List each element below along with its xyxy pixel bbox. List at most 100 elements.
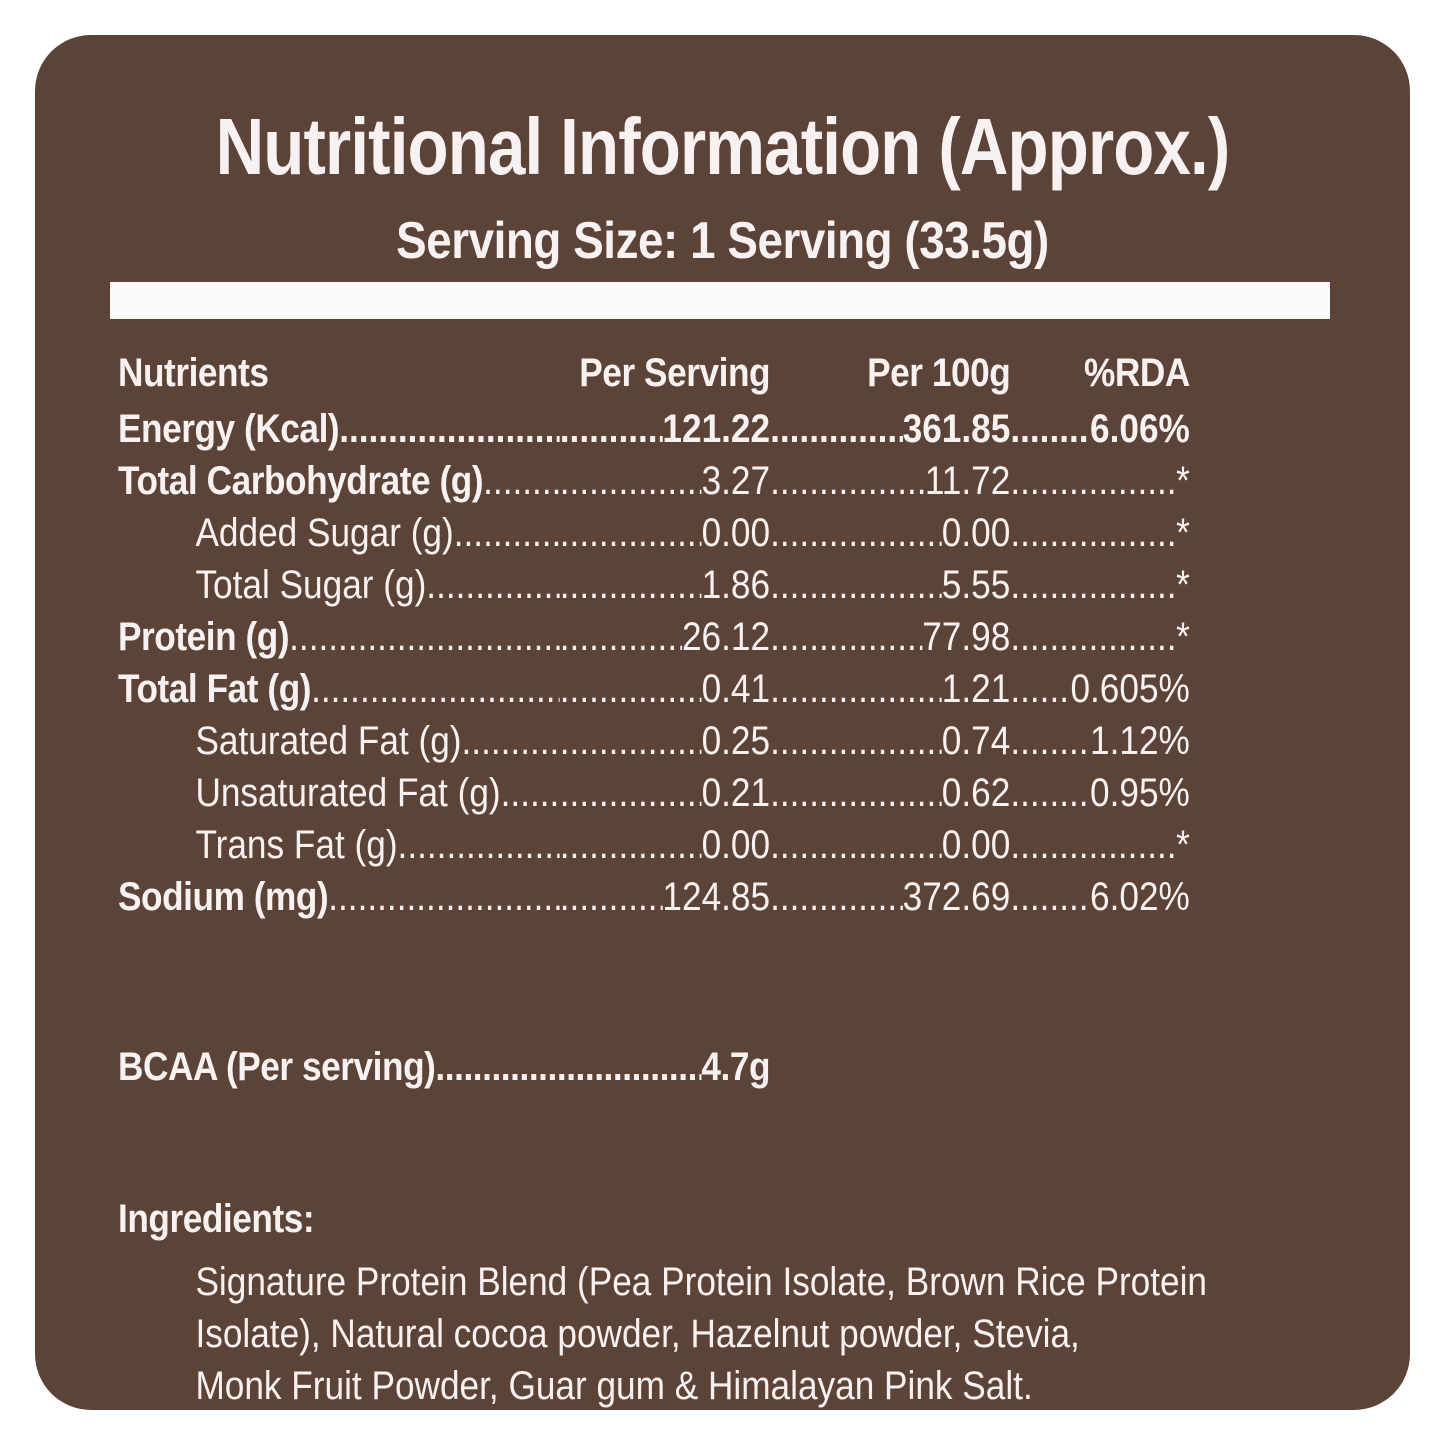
per-100g-value: 11.72 [924,459,1011,503]
nutrient-label: Unsaturated Fat (g) [195,771,501,815]
nutrient-cell: Total Sugar (g).........................… [118,559,559,611]
dot-leader: ........................................… [1010,875,1090,919]
rda-cell: ........................................… [1010,819,1190,871]
dot-leader: ........................................… [770,615,922,659]
bcaa-row: BCAA (Per serving)......................… [118,1041,770,1093]
per-serving-cell: ........................................… [560,403,770,455]
nutrient-label: Trans Fat (g) [195,823,398,867]
table-row: Energy (Kcal)...........................… [118,403,1190,455]
nutrition-label-card: Nutritional Information (Approx.) Servin… [35,35,1410,1410]
table-row: Unsaturated Fat (g).....................… [118,767,1190,819]
dot-leader: ........................................… [770,563,942,607]
dot-leader: ........................................… [311,667,560,711]
dot-leader: ........................................… [559,771,702,815]
rda-cell: ........................................… [1010,455,1190,507]
per-serving-cell: ........................................… [560,767,770,819]
per-100g-cell: ........................................… [770,715,1010,767]
per-100g-cell: ........................................… [770,819,1010,871]
column-header-per-serving: Per Serving [579,351,771,395]
rda-cell: ........................................… [1010,663,1190,715]
per-serving-cell: ........................................… [560,871,770,923]
per-serving-value: 124.85 [662,875,771,919]
per-100g-cell: ........................................… [770,507,1010,559]
per-100g-cell: ........................................… [770,611,1010,663]
dot-leader: ........................................… [1010,667,1070,711]
rda-value: 0.95% [1090,771,1190,815]
per-serving-cell: ........................................… [560,819,770,871]
per-100g-cell: ........................................… [770,455,1010,507]
per-100g-value: 0.00 [941,511,1011,555]
table-row: Sodium (mg).............................… [118,871,1190,923]
dot-leader: ........................................… [435,1045,701,1089]
dot-leader: ........................................… [770,719,942,763]
serving-size-subtitle: Serving Size: 1 Serving (33.5g) [396,212,1049,270]
rda-value: 6.06% [1090,407,1190,451]
nutrient-cell: Total Fat (g)...........................… [118,663,560,715]
dot-leader: ........................................… [559,511,702,555]
dot-leader: ........................................… [1010,771,1090,815]
per-serving-value: 0.21 [701,771,771,815]
dot-leader: ........................................… [339,407,560,451]
dot-leader: ........................................… [1010,407,1090,451]
ingredients-line: Signature Protein Blend (Pea Protein Iso… [195,1260,1208,1304]
table-row: Total Sugar (g).........................… [118,559,1190,611]
per-100g-value: 361.85 [902,407,1011,451]
dot-leader: ........................................… [1010,719,1090,763]
per-serving-cell: ........................................… [560,663,770,715]
per-serving-cell: ........................................… [560,611,770,663]
dot-leader: ........................................… [426,563,559,607]
dot-leader: ........................................… [559,823,702,867]
rda-value: 0.605% [1070,667,1190,711]
table-row: Trans Fat (g)...........................… [118,819,1190,871]
per-serving-value: 0.00 [701,511,771,555]
nutrient-cell: Protein (g).............................… [118,611,560,663]
rda-value: 6.02% [1090,875,1190,919]
per-100g-value: 1.21 [941,667,1011,711]
table-row: Saturated Fat (g).......................… [118,715,1190,767]
per-serving-value: 121.22 [662,407,771,451]
rda-cell: ........................................… [1010,715,1190,767]
rda-value: * [1176,511,1190,555]
per-serving-cell: ........................................… [560,455,770,507]
rda-value: 1.12% [1090,719,1190,763]
dot-leader: ........................................… [397,823,560,867]
dot-leader: ........................................… [289,615,560,659]
dot-leader: ........................................… [559,719,702,763]
dot-leader: ........................................… [559,407,663,451]
per-serving-value: 1.86 [701,563,771,607]
column-header-per-100g: Per 100g [867,351,1011,395]
rda-value: * [1176,615,1190,659]
dot-leader: ........................................… [770,407,903,451]
dot-leader: ........................................… [770,511,942,555]
per-100g-value: 0.62 [941,771,1011,815]
nutrient-cell: Energy (Kcal)...........................… [118,403,560,455]
nutrient-cell: Added Sugar (g).........................… [118,507,560,559]
dot-leader: ........................................… [559,563,702,607]
rda-value: * [1176,563,1190,607]
column-header-nutrients: Nutrients [118,351,269,395]
dot-leader: ........................................… [770,771,942,815]
per-100g-cell: ........................................… [770,663,1010,715]
dot-leader: ........................................… [328,875,560,919]
nutrition-table: Nutrients Per Serving Per 100g %RDA Ener… [118,347,1190,923]
rda-value: * [1176,823,1190,867]
nutrient-cell: Unsaturated Fat (g).....................… [118,767,559,819]
nutrient-cell: Sodium (mg).............................… [118,871,560,923]
per-serving-cell: ........................................… [560,559,770,611]
bcaa-label: BCAA (Per serving) [118,1045,436,1089]
rda-cell: ........................................… [1010,871,1190,923]
nutrient-label: Total Sugar (g) [195,563,427,607]
table-row: Added Sugar (g).........................… [118,507,1190,559]
ingredients-line: Monk Fruit Powder, Guar gum & Himalayan … [195,1364,1033,1408]
per-serving-cell: ........................................… [560,507,770,559]
per-100g-cell: ........................................… [770,767,1010,819]
dot-leader: ........................................… [483,459,560,503]
dot-leader: ........................................… [453,511,560,555]
nutrient-label: Energy (Kcal) [118,407,340,451]
bcaa-value: 4.7g [701,1045,771,1089]
dot-leader: ........................................… [559,459,702,503]
nutrient-cell: Total Carbohydrate (g)..................… [118,455,560,507]
per-serving-value: 3.27 [701,459,771,503]
divider-bar [110,282,1330,319]
dot-leader: ........................................… [770,667,942,711]
